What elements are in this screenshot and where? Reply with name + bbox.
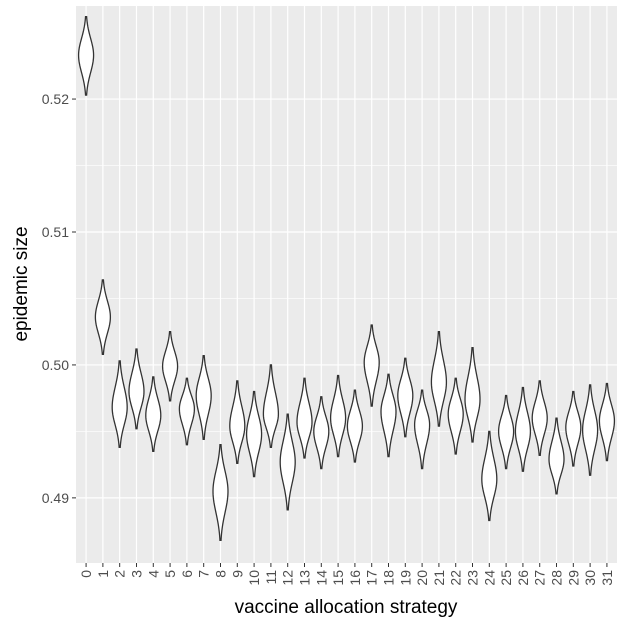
violin-21 (430, 331, 448, 427)
violin-19 (397, 357, 414, 438)
panel-background (76, 6, 617, 563)
x-tick-label: 13 (296, 570, 312, 586)
x-tick-label: 26 (515, 570, 531, 586)
violin-26 (514, 386, 532, 472)
y-tick-label: 0.49 (42, 490, 69, 506)
violin-28 (548, 417, 565, 495)
violin-18 (380, 373, 397, 458)
y-tick-label: 0.52 (42, 91, 69, 107)
x-tick-label: 6 (179, 570, 195, 578)
x-tick-label: 3 (128, 570, 144, 578)
violin-31 (598, 382, 616, 462)
x-tick-label: 28 (549, 570, 565, 586)
x-tick-label: 12 (280, 570, 296, 586)
x-tick-label: 23 (465, 570, 481, 586)
x-tick-label: 24 (481, 570, 497, 586)
violin-10 (245, 390, 263, 478)
y-tick-label: 0.51 (42, 224, 69, 240)
x-axis-ticks: 0 1 2 3 4 5 6 7 8 9 10 11 12 13 14 15 16 17 18 19 20 21 22 23 24… (78, 563, 615, 586)
x-tick-label: 18 (381, 570, 397, 586)
violin-0 (77, 15, 95, 96)
violin-5 (161, 331, 179, 402)
x-tick-label: 0 (78, 570, 94, 578)
x-tick-label: 29 (565, 570, 581, 586)
violin-14 (313, 396, 330, 470)
x-tick-label: 19 (397, 570, 413, 586)
violin-16 (346, 389, 364, 463)
violin-27 (531, 380, 548, 456)
x-tick-label: 10 (246, 570, 262, 586)
violin-20 (413, 389, 431, 470)
x-tick-label: 7 (196, 570, 212, 578)
x-tick-label: 9 (229, 570, 245, 578)
x-tick-label: 22 (448, 570, 464, 586)
violin-9 (229, 380, 246, 464)
violin-1 (94, 279, 112, 355)
violin-23 (464, 346, 481, 443)
x-tick-label: 4 (145, 570, 161, 578)
violin-30 (581, 384, 599, 476)
violin-7 (195, 354, 212, 441)
violin-12 (279, 413, 296, 511)
x-tick-label: 16 (347, 570, 363, 586)
x-tick-label: 11 (263, 570, 279, 585)
x-tick-label: 21 (431, 570, 447, 586)
y-tick-label: 0.50 (42, 357, 69, 373)
x-tick-label: 17 (364, 570, 380, 586)
y-axis-ticks: 0.49 0.50 0.51 0.52 (42, 91, 76, 506)
violin-6 (178, 377, 196, 446)
violin-24 (481, 430, 498, 522)
violin-3 (128, 348, 145, 430)
violin-15 (329, 374, 347, 458)
x-tick-label: 5 (162, 570, 178, 578)
violin-8 (212, 444, 229, 542)
x-tick-label: 25 (498, 570, 514, 586)
x-tick-label: 31 (599, 570, 615, 586)
x-tick-label: 8 (212, 570, 228, 578)
x-tick-label: 14 (313, 570, 329, 586)
violin-11 (262, 364, 280, 448)
violin-4 (145, 376, 162, 452)
y-axis-title: epidemic size (11, 226, 32, 341)
x-tick-label: 2 (112, 570, 128, 578)
violin-22 (447, 377, 464, 455)
violin-13 (296, 377, 313, 459)
x-axis-title: vaccine allocation strategy (235, 597, 458, 618)
x-tick-label: 30 (582, 570, 598, 586)
violins (77, 15, 616, 542)
x-tick-label: 20 (414, 570, 430, 586)
violin-2 (111, 360, 128, 448)
violin-17 (363, 324, 380, 407)
x-tick-label: 15 (330, 570, 346, 586)
x-tick-label: 1 (95, 570, 111, 578)
violin-29 (565, 390, 582, 467)
violin-25 (497, 394, 515, 470)
x-tick-label: 27 (532, 570, 548, 586)
